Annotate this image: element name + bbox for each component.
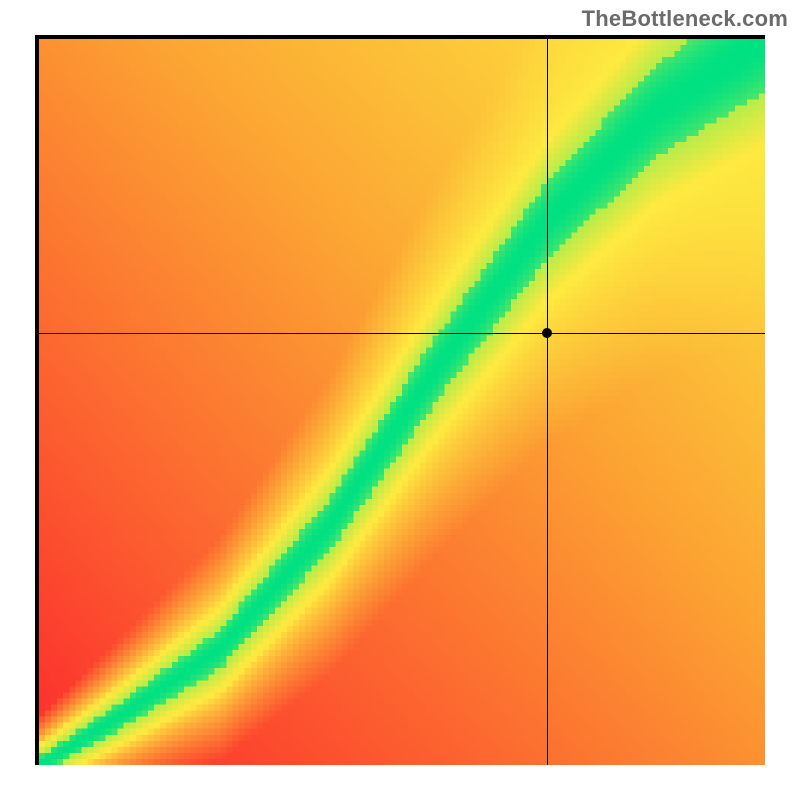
heatmap-canvas	[39, 39, 765, 765]
plot-frame	[35, 35, 765, 765]
crosshair-horizontal	[39, 333, 765, 334]
watermark-text: TheBottleneck.com	[582, 6, 788, 32]
crosshair-vertical	[547, 39, 548, 765]
root: TheBottleneck.com	[0, 0, 800, 800]
